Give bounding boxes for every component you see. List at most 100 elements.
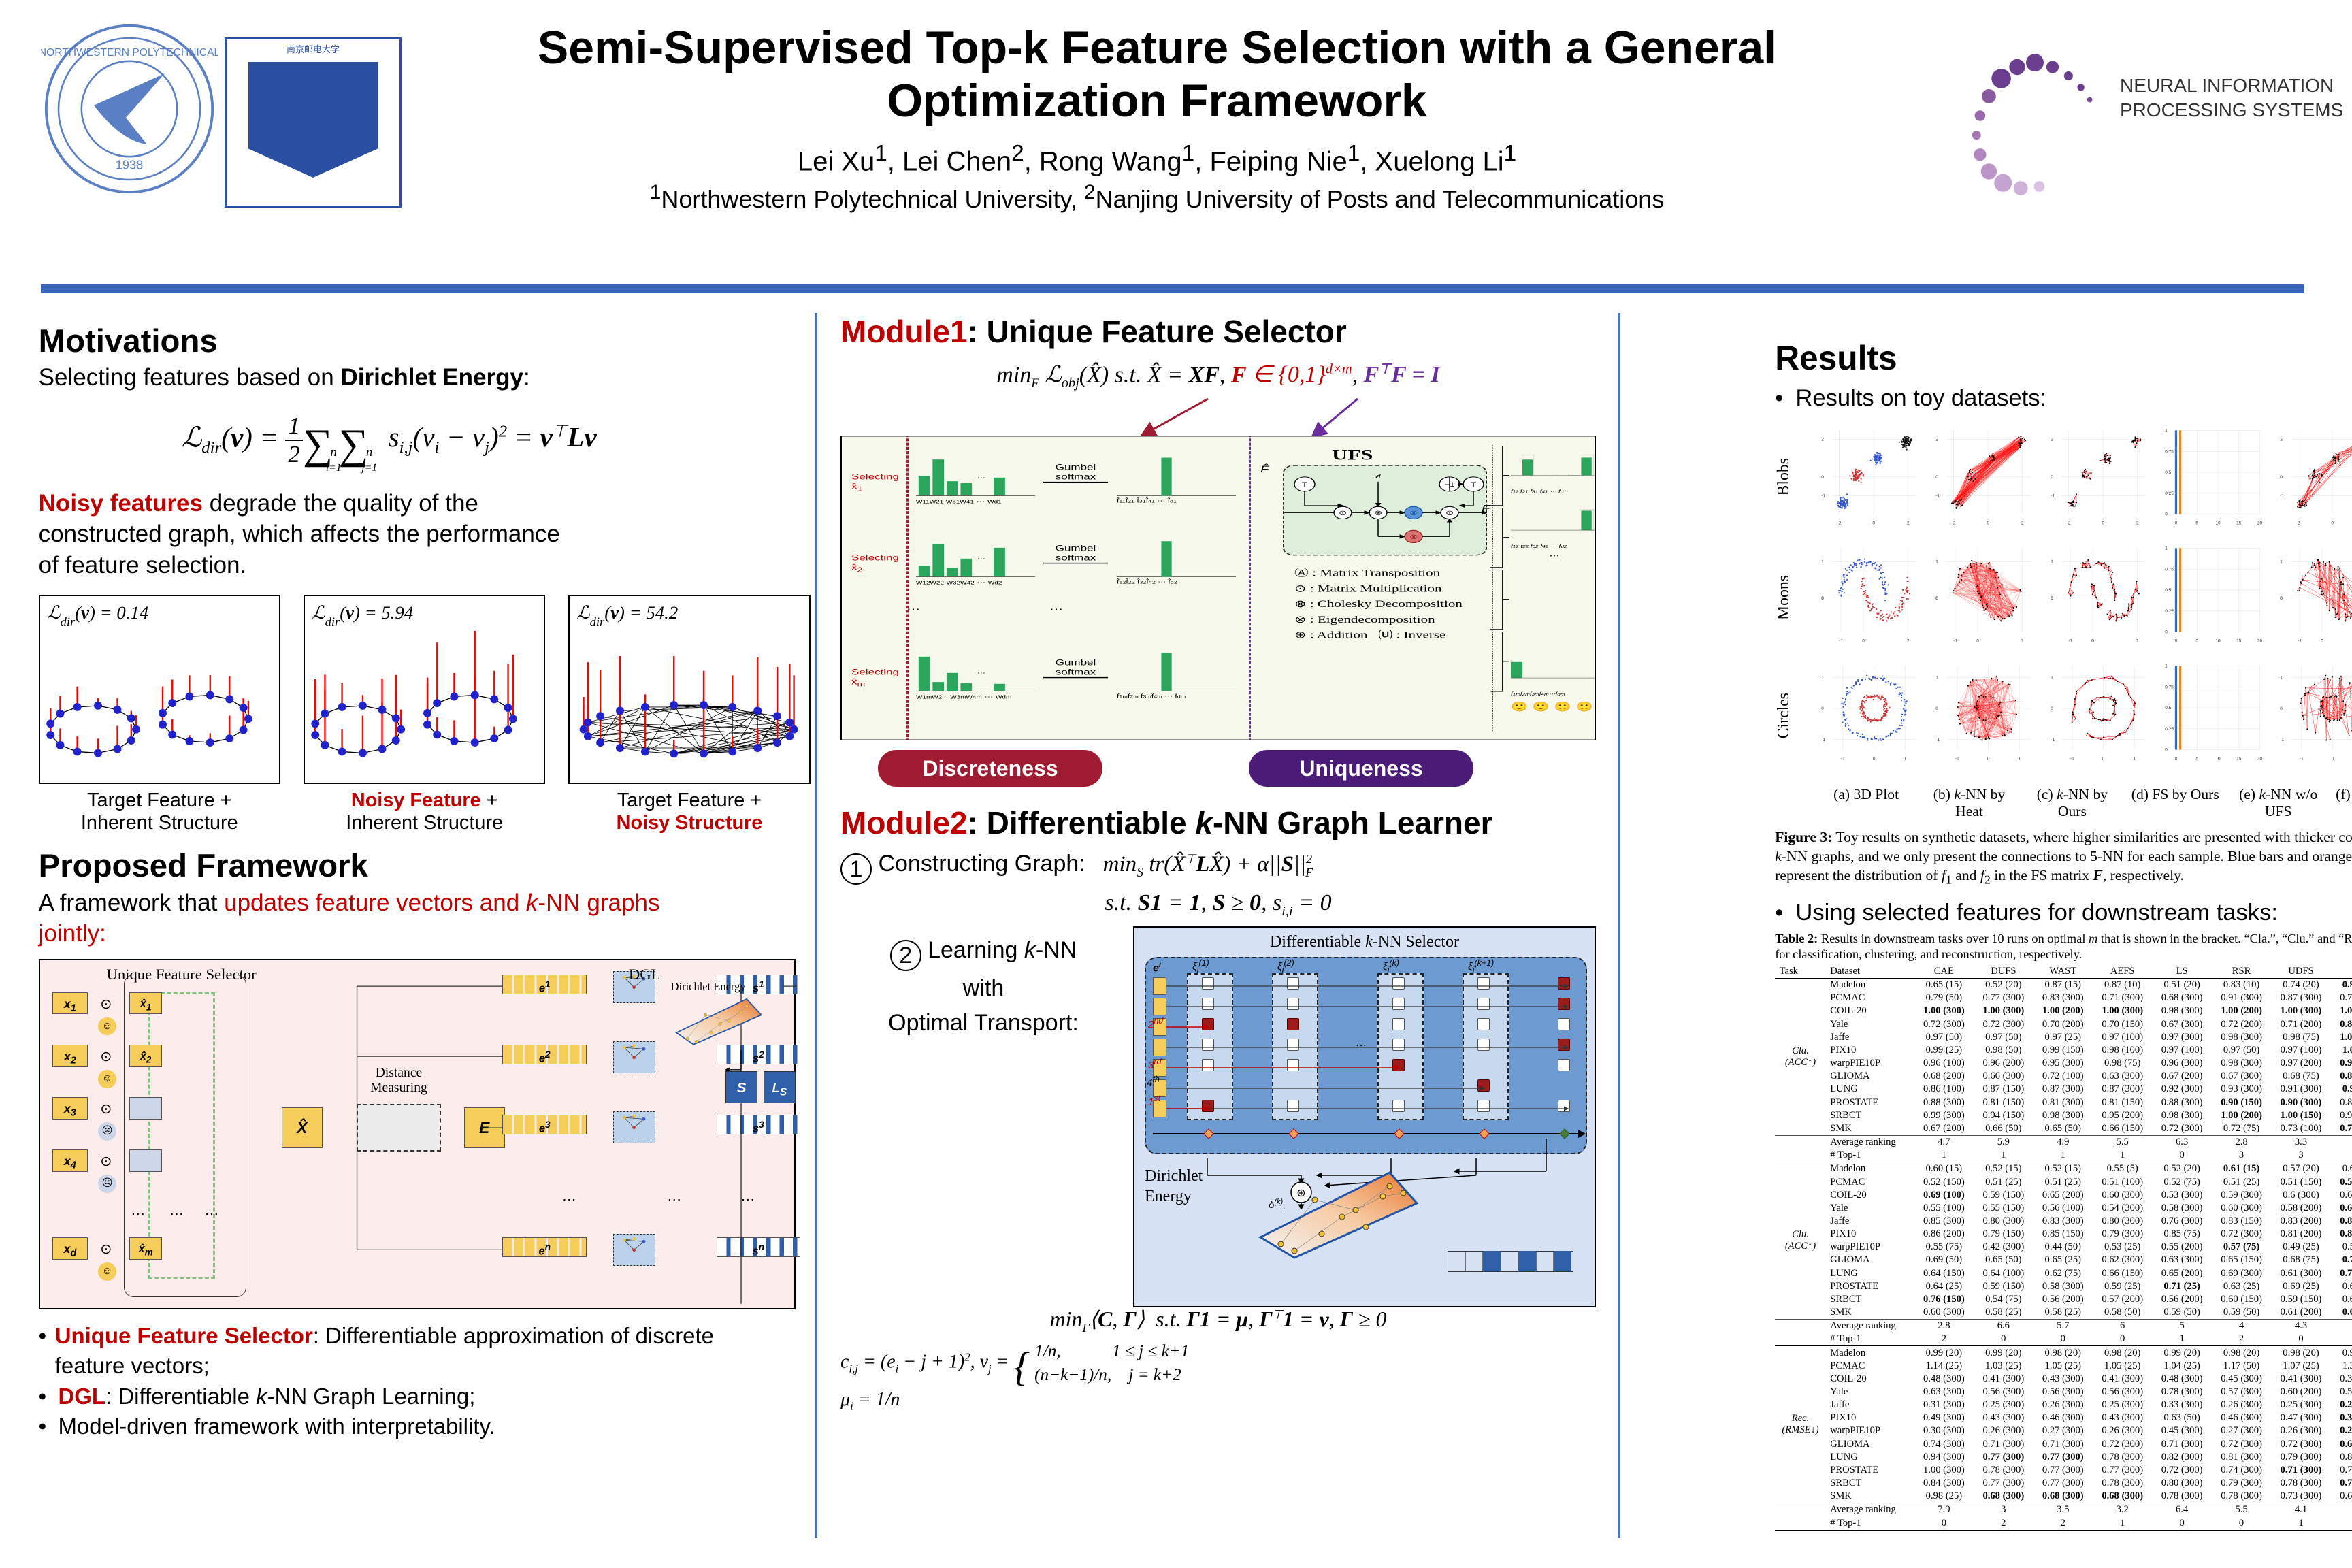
svg-text:⋯: ⋯ <box>977 670 985 677</box>
svg-text:ℒdir(v) = 5.94: ℒdir(v) = 5.94 <box>312 602 413 630</box>
svg-text:0: 0 <box>1936 706 1939 711</box>
svg-text:-1: -1 <box>1954 639 1958 644</box>
svg-text:1: 1 <box>2280 675 2283 680</box>
svg-text:0.75: 0.75 <box>2166 567 2174 572</box>
svg-text:1: 1 <box>2166 664 2168 668</box>
svg-text:0: 0 <box>2166 630 2168 635</box>
svg-text:5: 5 <box>2196 521 2199 526</box>
svg-text:⊗: ⊗ <box>1409 533 1418 540</box>
svg-text:T: T <box>1302 481 1308 489</box>
svg-text:0: 0 <box>2102 756 2105 761</box>
svg-text:0: 0 <box>1872 521 1875 526</box>
svg-text:1: 1 <box>2166 546 2168 551</box>
svg-text:-1: -1 <box>1821 494 1825 499</box>
svg-text:2: 2 <box>2051 438 2053 442</box>
svg-text:15: 15 <box>2237 756 2242 761</box>
svg-text:-1: -1 <box>1936 738 1940 742</box>
svg-text:-1: -1 <box>1936 494 1940 499</box>
svg-text:1938: 1938 <box>116 158 143 172</box>
svg-text:-1: -1 <box>1955 756 1959 761</box>
svg-text:0: 0 <box>1862 639 1865 644</box>
svg-text:0.5: 0.5 <box>2166 588 2172 593</box>
svg-text:2: 2 <box>1936 438 1939 442</box>
svg-text:0: 0 <box>1987 521 1990 526</box>
svg-text:0: 0 <box>1821 596 1824 601</box>
svg-text:⋯: ⋯ <box>977 475 985 482</box>
svg-text:0: 0 <box>2091 639 2094 644</box>
svg-text:-1: -1 <box>2068 639 2072 644</box>
svg-text:T: T <box>1471 481 1477 489</box>
svg-text:2: 2 <box>2021 521 2024 526</box>
svg-text:1: 1 <box>1821 675 1824 680</box>
svg-text:15: 15 <box>2237 639 2242 644</box>
svg-text:20: 20 <box>2257 521 2263 526</box>
svg-text:0.25: 0.25 <box>2166 727 2174 732</box>
svg-text:0.25: 0.25 <box>2166 609 2174 614</box>
svg-text:-2: -2 <box>2067 521 2071 526</box>
svg-text:15: 15 <box>2237 521 2242 526</box>
svg-text:20: 20 <box>2257 639 2263 644</box>
svg-text:0: 0 <box>2175 521 2178 526</box>
svg-text:-1: -1 <box>1839 639 1843 644</box>
svg-text:0: 0 <box>1977 639 1980 644</box>
svg-text:0: 0 <box>1821 706 1824 711</box>
svg-text:0: 0 <box>1873 756 1876 761</box>
svg-text:0.25: 0.25 <box>2166 491 2174 496</box>
svg-text:-1: -1 <box>2280 494 2284 499</box>
svg-text:2: 2 <box>2136 521 2139 526</box>
svg-text:0: 0 <box>1936 596 1939 601</box>
svg-text:⊗: ⊗ <box>1409 509 1418 517</box>
svg-text:1: 1 <box>2019 756 2021 761</box>
svg-text:ℒdir(v) = 0.14: ℒdir(v) = 0.14 <box>47 602 148 630</box>
svg-text:1: 1 <box>2051 560 2053 565</box>
svg-text:-2: -2 <box>2296 521 2300 526</box>
svg-text:1: 1 <box>2166 429 2168 434</box>
svg-text:0: 0 <box>2332 756 2334 761</box>
svg-text:0: 0 <box>2051 596 2053 601</box>
svg-text:0: 0 <box>2166 748 2168 753</box>
svg-text:⋯: ⋯ <box>977 556 985 563</box>
svg-text:𝜖I: 𝜖I <box>1375 472 1382 480</box>
svg-text:-2: -2 <box>1838 521 1842 526</box>
svg-text:2: 2 <box>1907 521 1910 526</box>
svg-text:0: 0 <box>2280 596 2283 601</box>
svg-text:0: 0 <box>2051 475 2053 480</box>
svg-text:2: 2 <box>1907 639 1910 644</box>
svg-text:0: 0 <box>2280 706 2283 711</box>
svg-text:⊙: ⊙ <box>1446 509 1454 517</box>
svg-text:1: 1 <box>1936 560 1939 565</box>
svg-text:-1: -1 <box>2280 738 2284 742</box>
svg-text:0: 0 <box>2175 639 2178 644</box>
svg-text:2: 2 <box>2280 438 2283 442</box>
svg-text:0: 0 <box>2166 512 2168 517</box>
svg-text:-1: -1 <box>2051 494 2055 499</box>
svg-text:⊕: ⊕ <box>1374 509 1382 517</box>
svg-text:0.5: 0.5 <box>2166 706 2172 710</box>
svg-text:20: 20 <box>2257 756 2263 761</box>
svg-text:-1: -1 <box>2298 639 2302 644</box>
svg-text:2: 2 <box>1821 438 1824 442</box>
svg-text:1: 1 <box>2133 756 2136 761</box>
svg-text:-1: -1 <box>1821 738 1825 742</box>
svg-text:NORTHWESTERN POLYTECHNICAL: NORTHWESTERN POLYTECHNICAL <box>41 47 218 59</box>
svg-text:0: 0 <box>1821 475 1824 480</box>
svg-text:0: 0 <box>1987 756 1990 761</box>
svg-text:0: 0 <box>2321 639 2323 644</box>
svg-text:10: 10 <box>2216 521 2221 526</box>
svg-text:0.75: 0.75 <box>2166 450 2174 455</box>
svg-text:0.75: 0.75 <box>2166 685 2174 689</box>
svg-text:⊙: ⊙ <box>1339 509 1347 517</box>
svg-text:1: 1 <box>2051 675 2053 680</box>
svg-text:0: 0 <box>2331 521 2334 526</box>
svg-text:1: 1 <box>1821 560 1824 565</box>
svg-text:-1: -1 <box>2051 738 2055 742</box>
svg-text:0: 0 <box>1936 475 1939 480</box>
svg-text:ℒdir(v) = 54.2: ℒdir(v) = 54.2 <box>577 602 679 630</box>
svg-text:5: 5 <box>2196 756 2199 761</box>
svg-text:1: 1 <box>1936 675 1939 680</box>
svg-text:5: 5 <box>2196 639 2199 644</box>
svg-text:1: 1 <box>2280 560 2283 565</box>
svg-text:-1: -1 <box>2070 756 2074 761</box>
svg-text:0: 0 <box>2175 756 2178 761</box>
svg-text:0: 0 <box>2051 706 2053 711</box>
